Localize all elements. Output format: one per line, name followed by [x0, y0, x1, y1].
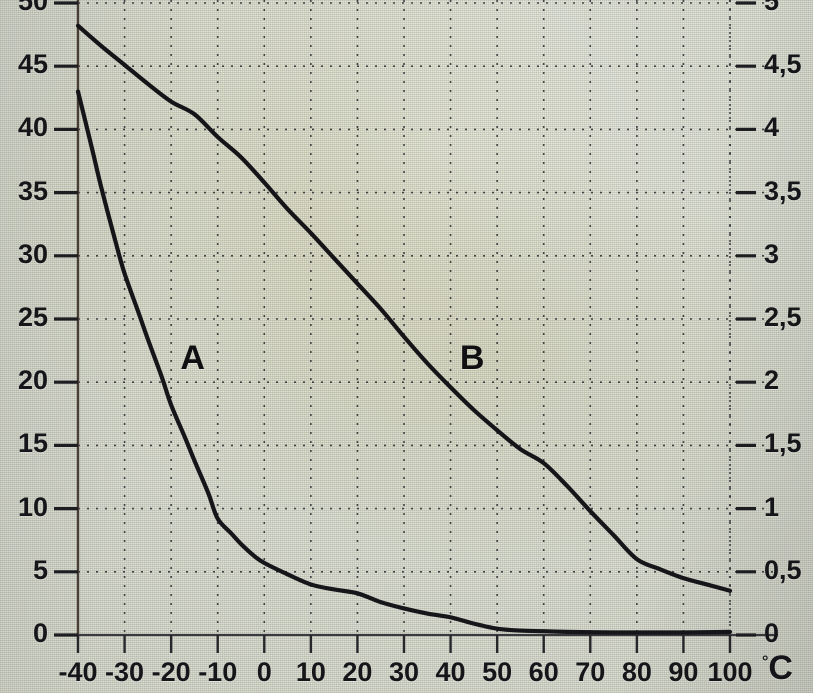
x-axis-tick-label: 30 [388, 657, 420, 687]
left-axis-tick-label: 0 [32, 618, 48, 648]
left-axis-tick-label: 35 [17, 175, 48, 206]
left-axis-tick-label: 40 [17, 112, 48, 143]
right-axis-tick-label: 2,5 [764, 302, 802, 332]
curve-annotation-b: B [459, 339, 485, 378]
left-axis-tick-label: 5 [32, 554, 48, 585]
data-curve-b [75, 23, 733, 593]
x-axis-tick-label: 70 [575, 657, 606, 687]
left-axis-tick-label: 50 [17, 0, 48, 16]
x-axis-tick-label: 50 [482, 657, 513, 687]
left-axis-tick-label: 30 [17, 238, 48, 269]
curve-annotation-a: A [180, 339, 205, 378]
data-curve-a [75, 89, 733, 635]
x-axis-tick-label: 100 [707, 657, 753, 687]
x-axis-tick-label: -40 [58, 657, 98, 687]
x-axis-tick-label: 60 [528, 657, 559, 687]
celsius-letter: C [768, 649, 793, 687]
x-axis-tick-label: 40 [435, 657, 466, 687]
x-axis-tick-label: 90 [668, 657, 699, 687]
x-axis-unit-label: °C [762, 649, 793, 688]
right-axis-tick-label: 1 [764, 491, 780, 522]
x-axis-tick-label: -20 [151, 657, 191, 687]
x-axis-tick-label: 20 [342, 657, 373, 687]
x-axis-tick-label: -30 [105, 657, 145, 687]
right-axis-tick-label: 5 [764, 0, 780, 16]
right-axis-tick-label: 4 [764, 112, 780, 143]
right-axis-tick-label: 2 [764, 365, 780, 396]
degree-symbol: ° [762, 653, 769, 671]
right-axis-tick-label: 0,5 [764, 554, 802, 585]
x-axis-tick-label: -10 [198, 657, 238, 687]
gridlines [77, 0, 775, 635]
left-axis-tick-label: 25 [17, 302, 48, 332]
right-axis-tick-label: 1,5 [764, 428, 802, 459]
x-axis-tick-label: 10 [295, 657, 326, 687]
left-axis-tick-label: 10 [17, 491, 48, 522]
left-axis-tick-label: 15 [17, 428, 48, 459]
left-axis-tick-label: 20 [17, 365, 48, 396]
x-axis-tick-label: 80 [621, 657, 652, 687]
x-axis-tick-label: 0 [256, 657, 272, 687]
left-axis-tick-label: 45 [17, 49, 48, 80]
right-axis-tick-label: 0 [764, 618, 780, 648]
right-axis-tick-label: 3,5 [764, 175, 802, 206]
right-axis-tick-label: 4,5 [764, 49, 802, 80]
right-axis-tick-label: 3 [764, 238, 780, 269]
